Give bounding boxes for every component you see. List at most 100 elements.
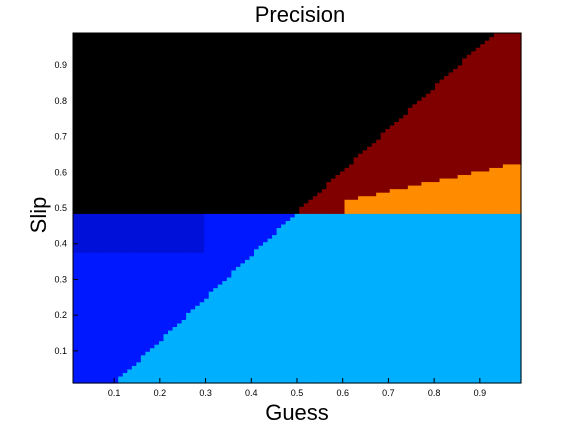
- heatmap-cell: [113, 192, 119, 197]
- heatmap-cell: [204, 206, 210, 211]
- heatmap-cell: [195, 135, 201, 140]
- heatmap-cell: [91, 358, 97, 363]
- heatmap-cell: [258, 82, 264, 87]
- heatmap-cell: [222, 128, 228, 133]
- heatmap-cell: [104, 131, 110, 137]
- heatmap-cell: [181, 209, 187, 214]
- heatmap-cell: [95, 177, 101, 183]
- heatmap-cell: [104, 220, 110, 225]
- heatmap-cell: [222, 96, 228, 101]
- heatmap-cell: [91, 315, 97, 320]
- heatmap-cell: [154, 68, 160, 73]
- heatmap-cell: [95, 75, 101, 80]
- heatmap-cell: [281, 47, 287, 52]
- heatmap-cell: [149, 153, 156, 158]
- heatmap-cell: [113, 209, 119, 214]
- heatmap-cell: [136, 156, 142, 161]
- heatmap-cell: [263, 351, 269, 356]
- heatmap-cell: [113, 174, 119, 179]
- heatmap-cell: [154, 103, 160, 108]
- heatmap-cell: [244, 305, 251, 310]
- heatmap-cell: [267, 188, 273, 193]
- heatmap-cell: [249, 82, 255, 87]
- heatmap-cell: [158, 36, 165, 41]
- heatmap-cell: [204, 223, 210, 229]
- heatmap-cell: [299, 312, 305, 317]
- heatmap-cell: [145, 185, 151, 190]
- heatmap-cell: [217, 139, 223, 144]
- heatmap-cell: [77, 110, 83, 115]
- heatmap-cell: [290, 248, 296, 253]
- heatmap-cell: [145, 298, 151, 303]
- heatmap-cell: [231, 139, 237, 144]
- heatmap-cell: [113, 43, 119, 48]
- heatmap-cell: [145, 209, 151, 214]
- heatmap-cell: [240, 234, 246, 239]
- heatmap-cell: [208, 117, 214, 122]
- heatmap-cell: [168, 312, 174, 317]
- heatmap-cell: [73, 195, 79, 200]
- heatmap-cell: [263, 146, 269, 151]
- heatmap-cell: [168, 294, 174, 299]
- heatmap-cell: [190, 213, 196, 218]
- heatmap-cell: [163, 241, 169, 246]
- heatmap-cell: [73, 153, 79, 158]
- heatmap-cell: [249, 291, 255, 296]
- heatmap-cell: [272, 326, 278, 331]
- heatmap-cell: [163, 361, 169, 366]
- heatmap-cell: [244, 337, 251, 342]
- heatmap-cell: [294, 259, 300, 264]
- heatmap-cell: [77, 174, 83, 179]
- heatmap-cell: [276, 329, 282, 335]
- heatmap-cell: [186, 284, 192, 289]
- heatmap-cell: [276, 230, 282, 236]
- heatmap-cell: [77, 312, 83, 317]
- heatmap-cell: [177, 361, 183, 366]
- heatmap-cell: [285, 142, 291, 147]
- heatmap-cell: [149, 142, 156, 147]
- heatmap-cell: [91, 110, 97, 115]
- heatmap-cell: [258, 202, 264, 207]
- heatmap-cell: [195, 71, 201, 77]
- heatmap-cell: [77, 135, 83, 140]
- heatmap-cell: [127, 206, 133, 211]
- heatmap-cell: [73, 340, 79, 345]
- heatmap-cell: [199, 333, 205, 338]
- heatmap-cell: [140, 354, 147, 359]
- heatmap-cell: [254, 40, 260, 45]
- heatmap-cell: [168, 33, 174, 38]
- heatmap-cell: [118, 93, 124, 98]
- heatmap-cell: [258, 156, 264, 161]
- heatmap-cell: [290, 255, 296, 260]
- heatmap-cell: [267, 269, 273, 275]
- heatmap-cell: [122, 139, 128, 144]
- heatmap-cell: [177, 379, 183, 384]
- heatmap-cell: [199, 110, 205, 115]
- heatmap-cell: [285, 255, 291, 260]
- heatmap-cell: [154, 266, 160, 271]
- heatmap-cell: [140, 185, 147, 190]
- heatmap-cell: [136, 192, 142, 197]
- heatmap-cell: [231, 50, 237, 55]
- heatmap-cell: [204, 216, 210, 221]
- heatmap-cell: [172, 291, 178, 296]
- heatmap-cell: [204, 43, 210, 48]
- heatmap-cell: [213, 312, 219, 317]
- heatmap-cell: [272, 36, 278, 41]
- heatmap-cell: [276, 216, 282, 221]
- heatmap-cell: [217, 107, 223, 112]
- heatmap-cell: [100, 110, 106, 115]
- heatmap-cell: [154, 248, 160, 253]
- heatmap-cell: [199, 93, 205, 98]
- heatmap-cell: [235, 305, 242, 310]
- heatmap-cell: [272, 128, 278, 133]
- heatmap-cell: [104, 167, 110, 172]
- heatmap-cell: [95, 110, 101, 115]
- heatmap-cell: [244, 114, 251, 119]
- heatmap-cell: [91, 103, 97, 108]
- heatmap-cell: [154, 234, 160, 239]
- heatmap-cell: [100, 82, 106, 87]
- heatmap-cell: [254, 305, 260, 310]
- heatmap-cell: [254, 103, 260, 108]
- heatmap-cell: [118, 167, 124, 172]
